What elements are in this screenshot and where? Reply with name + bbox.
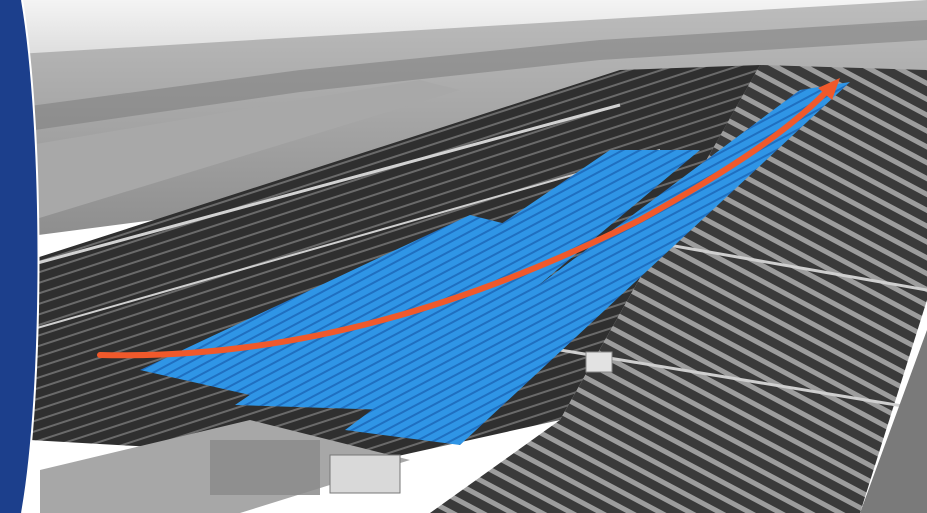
bottom-right-field	[860, 330, 927, 513]
access-road	[29, 103, 621, 267]
distant-fields	[0, 0, 927, 240]
left-field	[0, 80, 460, 230]
highlight-block-2	[235, 150, 700, 410]
route-arrow-icon	[97, 85, 833, 359]
route-arrow-head	[818, 78, 840, 100]
substation-equipment	[210, 440, 320, 495]
tree-line	[0, 20, 927, 135]
side-band	[0, 0, 39, 513]
access-road-4	[559, 348, 927, 412]
solar-array-right	[430, 65, 927, 513]
access-road-3	[639, 238, 927, 292]
side-band-edge	[21, 0, 40, 513]
small-building	[585, 351, 613, 373]
substation-building	[329, 454, 401, 494]
access-road-2	[29, 149, 661, 331]
